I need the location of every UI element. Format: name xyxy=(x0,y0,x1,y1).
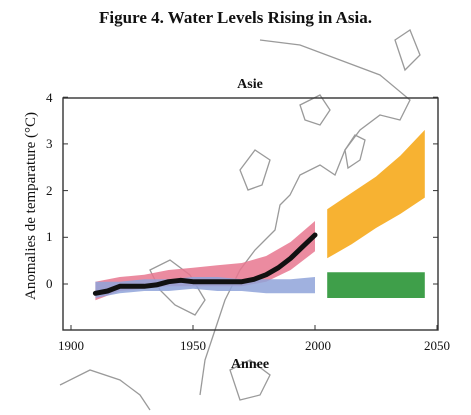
x-tick-label-2000: 2000 xyxy=(305,338,331,353)
x-axis-label: Annee xyxy=(231,357,269,372)
y-axis-label: Anomalies de temparature (°C) xyxy=(23,112,39,300)
y-tick-label-2: 2 xyxy=(46,183,53,198)
x-tick-label-2050: 2050 xyxy=(424,338,450,353)
y-tick-label-4: 4 xyxy=(46,90,53,105)
figure-title: Figure 4. Water Levels Rising in Asia. xyxy=(99,8,372,27)
y-tick-label-3: 3 xyxy=(46,136,53,151)
chart-title: Asie xyxy=(237,77,263,92)
y-tick-label-1: 1 xyxy=(46,229,53,244)
observed-line xyxy=(92,232,318,296)
series-band-3 xyxy=(327,272,425,298)
series-band-2 xyxy=(327,129,425,259)
x-tick-label-1900: 1900 xyxy=(58,338,84,353)
plot-frame xyxy=(62,97,439,331)
series-band-1 xyxy=(95,277,316,298)
y-tick-marks xyxy=(63,96,438,285)
x-tick-label-1950: 1950 xyxy=(180,338,206,353)
x-tick-marks xyxy=(70,325,438,330)
y-tick-label-0: 0 xyxy=(46,276,53,291)
series-bands xyxy=(95,129,425,301)
